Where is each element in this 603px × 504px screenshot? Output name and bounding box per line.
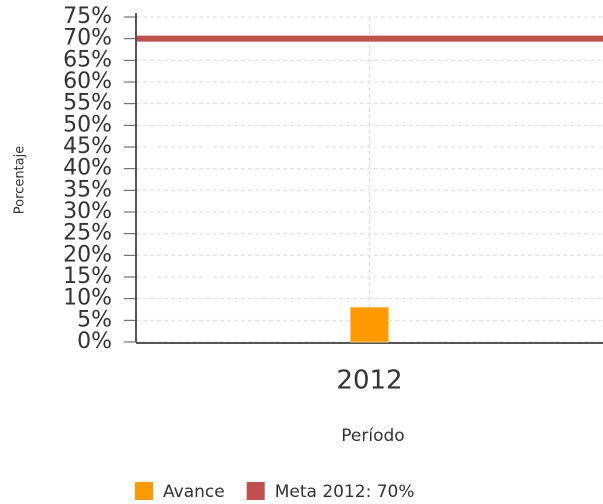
y-tick-label: 50% [63, 112, 112, 137]
y-tick-label: 35% [63, 177, 112, 202]
legend-label: Avance [163, 482, 225, 502]
y-tick-label: 40% [63, 156, 112, 181]
y-tick-label: 70% [63, 26, 112, 51]
y-tick-label: 0% [77, 329, 112, 354]
y-tick-label: 15% [63, 264, 112, 289]
x-tick-label: 2012 [336, 366, 402, 396]
y-tick-label: 5% [77, 307, 112, 332]
y-tick-label: 20% [63, 242, 112, 267]
y-tick-label: 10% [63, 286, 112, 311]
y-tick-label: 30% [63, 199, 112, 224]
x-axis-label: Período [341, 426, 404, 446]
bar [350, 306, 389, 343]
y-tick-label: 75% [63, 4, 112, 29]
y-tick-label: 55% [63, 91, 112, 116]
y-tick-label: 45% [63, 134, 112, 159]
legend-swatch [135, 482, 153, 500]
y-tick-label: 65% [63, 47, 112, 72]
legend-label: Meta 2012: 70% [275, 482, 415, 502]
y-axis-label: Porcentaje [13, 146, 28, 214]
y-tick-label: 25% [63, 221, 112, 246]
y-tick-label: 60% [63, 69, 112, 94]
legend-swatch [246, 482, 265, 500]
